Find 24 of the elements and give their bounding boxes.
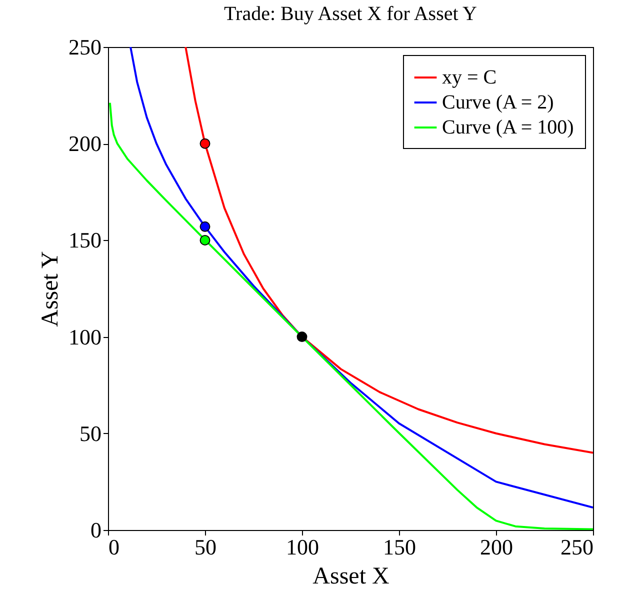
point — [200, 234, 210, 246]
y-tick-label: 0 — [90, 518, 102, 542]
y-tick-label: 250 — [68, 34, 102, 60]
y-tick-label: 50 — [80, 420, 102, 446]
line-series — [130, 47, 593, 509]
legend-label: Curve (A = 100) — [442, 116, 574, 138]
point — [296, 332, 308, 342]
line-series — [184, 47, 593, 454]
x-tick-label: 0 — [108, 534, 120, 560]
legend-label: xy = C — [442, 66, 497, 88]
x-tick-label: 150 — [383, 534, 416, 560]
chart-title: Trade: Buy Asset X for Asset Y — [224, 3, 477, 25]
x-axis-title: Asset X — [312, 564, 390, 590]
y-tick-label: 100 — [68, 324, 102, 350]
legend-label: Curve (A = 2) — [442, 92, 554, 114]
x-tick-label: 100 — [286, 534, 319, 560]
point — [200, 138, 210, 149]
x-tick-label: 200 — [480, 534, 513, 560]
y-tick-label: 200 — [68, 131, 102, 156]
x-tick-label: 50 — [194, 534, 216, 560]
point — [200, 221, 210, 232]
y-tick-label: 150 — [68, 228, 102, 253]
y-axis-title: Asset Y — [38, 251, 64, 327]
x-tick-label: 250 — [560, 534, 594, 560]
